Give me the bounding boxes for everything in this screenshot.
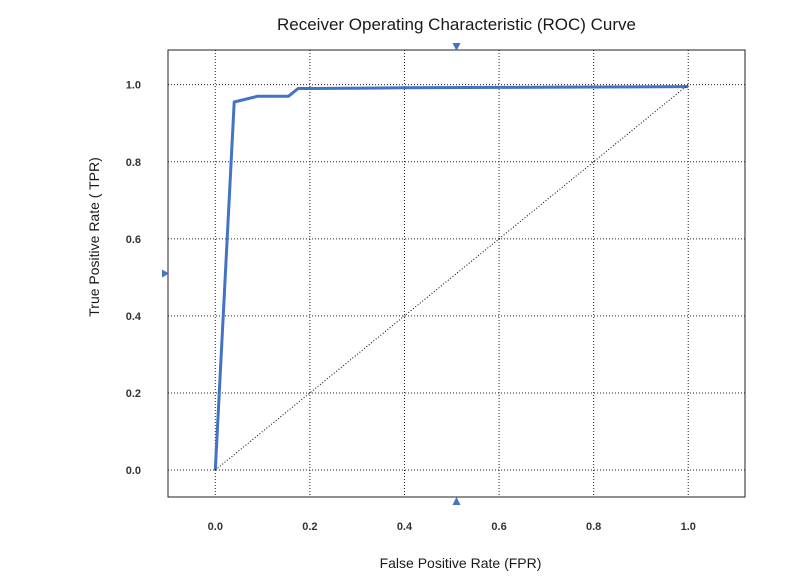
roc-curve-line bbox=[213, 85, 689, 471]
y-tick-label: 1.0 bbox=[126, 80, 141, 92]
plot-frame bbox=[167, 49, 746, 498]
y-tick-label: 0.2 bbox=[126, 388, 141, 400]
chart-title: Receiver Operating Characteristic (ROC) … bbox=[277, 15, 636, 34]
x-tick-label: 0.2 bbox=[302, 521, 317, 533]
y-tick-label: 0.0 bbox=[126, 465, 141, 477]
top-marker-icon bbox=[452, 43, 461, 51]
x-axis-label: False Positive Rate (FPR) bbox=[380, 555, 542, 571]
y-tick-label: 0.4 bbox=[126, 311, 142, 323]
y-axis-label: True Positive Rate ( TPR) bbox=[86, 157, 102, 317]
x-tick-label: 0.4 bbox=[397, 521, 413, 533]
y-tick-label: 0.6 bbox=[126, 234, 141, 246]
diagonal-reference-line bbox=[214, 84, 689, 471]
bottom-marker-icon bbox=[452, 497, 461, 505]
y-tick-label: 0.8 bbox=[126, 157, 141, 169]
x-tick-label: 0.8 bbox=[586, 521, 601, 533]
x-tick-label: 0.6 bbox=[491, 521, 506, 533]
x-tick-label: 0.0 bbox=[208, 521, 223, 533]
left-marker-icon bbox=[162, 269, 169, 278]
x-tick-label: 1.0 bbox=[681, 521, 696, 533]
